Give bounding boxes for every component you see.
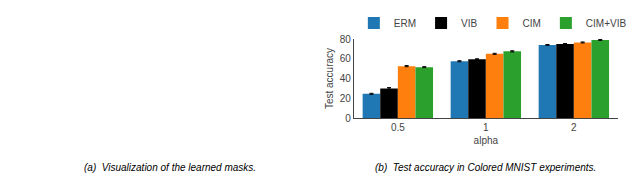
svg-text:80: 80 — [340, 34, 352, 45]
svg-text:0: 0 — [345, 113, 351, 124]
svg-text:(b) Test accuracy in Colored: (b) Test accuracy in Colored MNIST exper… — [375, 162, 596, 173]
svg-text:20: 20 — [340, 93, 352, 104]
svg-text:alpha: alpha — [474, 135, 499, 146]
svg-text:Test accuracy: Test accuracy — [324, 48, 335, 109]
svg-text:0.5: 0.5 — [391, 122, 405, 133]
svg-text:CIM: CIM — [523, 18, 541, 29]
svg-text:CIM+VIB: CIM+VIB — [586, 18, 627, 29]
svg-text:60: 60 — [340, 53, 352, 64]
svg-text:1: 1 — [483, 122, 489, 133]
svg-text:(a) Visualization of the lear: (a) Visualization of the learned masks. — [84, 162, 256, 173]
svg-text:2: 2 — [571, 122, 577, 133]
svg-text:ERM: ERM — [394, 18, 416, 29]
svg-text:VIB: VIB — [461, 18, 477, 29]
svg-text:40: 40 — [340, 73, 352, 84]
